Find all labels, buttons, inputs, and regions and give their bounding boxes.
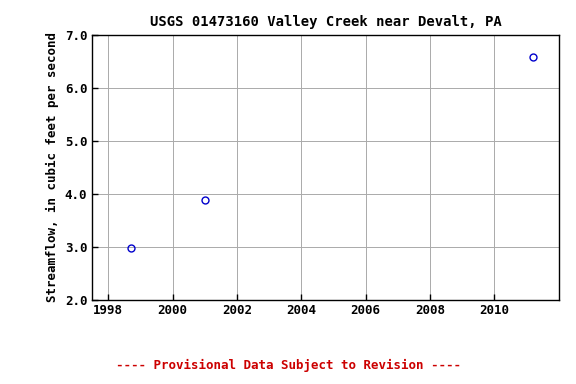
Text: ---- Provisional Data Subject to Revision ----: ---- Provisional Data Subject to Revisio…	[116, 359, 460, 372]
Title: USGS 01473160 Valley Creek near Devalt, PA: USGS 01473160 Valley Creek near Devalt, …	[150, 15, 501, 29]
Y-axis label: Streamflow, in cubic feet per second: Streamflow, in cubic feet per second	[46, 32, 59, 302]
